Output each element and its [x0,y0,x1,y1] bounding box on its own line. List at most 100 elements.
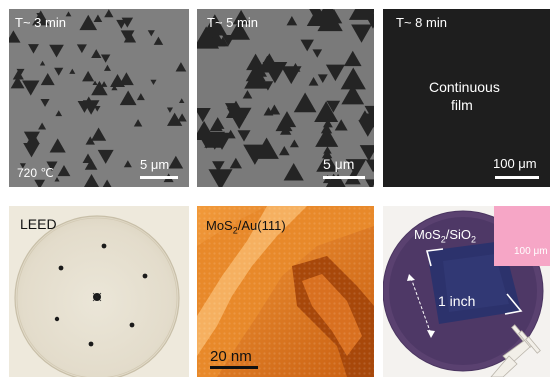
mos2-island [237,130,251,142]
mos2-island [314,101,339,123]
inset-image [494,206,550,266]
temperature-label: 720 ℃ [17,166,54,180]
mos2-island [228,20,251,40]
mos2-island [365,159,374,173]
mos2-island [9,30,21,43]
mos2-island [358,120,374,137]
mos2-island [84,158,98,170]
mos2-island [178,98,185,103]
mos2-island [262,81,274,91]
mos2-island [100,81,108,87]
mos2-island [91,80,108,96]
mos2-island [90,127,107,141]
mos2-island [91,49,102,59]
stm-label-sub: 2 [232,225,238,236]
leed-pattern [9,206,189,377]
mos2-island [136,93,145,101]
stm-label-main: MoS [206,218,233,233]
mos2-island [359,145,374,162]
scale-bar [323,176,365,179]
mos2-island [345,159,367,178]
mos2-island [40,72,55,86]
mos2-island [167,112,183,126]
mos2-island [317,74,328,84]
mos2-island [343,50,362,67]
mos2-island [82,100,100,115]
mos2-island [348,9,371,20]
sem-image-8min [383,9,550,187]
mos2-island [76,44,87,54]
mos2-island [197,120,216,140]
mos2-island [243,144,267,165]
sem-panel-3min: T~ 3 min 720 ℃ 5 μm [9,9,189,187]
mos2-island [289,139,299,148]
mos2-island [102,179,112,187]
mos2-island [19,163,26,169]
mos2-island [116,19,127,29]
mos2-island [166,107,173,113]
caption-line2: film [451,97,473,113]
mos2-island [153,36,164,45]
mos2-island [40,98,50,107]
mos2-island [46,161,58,172]
mos2-island [204,132,222,148]
mos2-island [38,122,47,130]
mos2-island [97,149,114,164]
wafer-label-sub: 2 [440,234,446,245]
mos2-island [28,44,39,54]
wafer-label: MoS2/SiO2 [414,227,476,245]
mos2-island [315,126,339,147]
mos2-island [325,64,345,82]
mos2-island [49,138,66,153]
mos2-island [104,9,114,18]
mos2-island [85,136,95,145]
leed-panel: LEED [9,206,189,377]
scale-bar-label: 100 μm [493,156,537,171]
wafer-label-sub2: 2 [471,234,477,245]
mos2-island [54,177,60,182]
mos2-island [34,179,46,187]
mos2-island [283,163,304,181]
mos2-island [280,66,302,85]
mos2-island [69,68,76,74]
mos2-island [209,119,223,131]
scale-bar-label: 5 μm [140,157,170,172]
stm-image [197,206,374,377]
mos2-island [317,9,343,32]
stm-label-rest: /Au(111) [237,218,286,233]
mos2-island [286,16,298,26]
time-label: T~ 5 min [207,15,258,30]
mos2-island [119,72,134,86]
leed-label: LEED [20,216,57,232]
mos2-island [82,70,95,82]
stm-label: MoS2/Au(111) [206,218,286,236]
mos2-island [351,24,372,43]
mos2-island [341,84,365,105]
mos2-island [123,160,132,168]
mos2-island [242,90,253,99]
mos2-island [26,132,40,144]
sem-panel-5min: T~ 5 min 5 μm [197,9,374,187]
mos2-island [300,39,314,52]
mos2-island [119,90,137,106]
mos2-island [133,119,143,127]
wafer-label-main: MoS [414,227,441,242]
mos2-island [111,84,118,91]
mos2-island [207,30,226,47]
mos2-island [177,113,187,122]
mos2-island [168,155,184,169]
mos2-island [222,35,235,47]
mos2-island [293,92,317,113]
scale-bar-label: 20 nm [210,348,252,365]
scale-bar-label: 5 μm [323,156,355,172]
mos2-island [12,69,24,80]
mos2-island [49,44,64,58]
mos2-island [202,14,228,36]
mos2-island [334,119,348,131]
mos2-island [23,142,40,158]
mos2-island [54,67,64,76]
mos2-island [322,118,333,128]
mos2-island [32,10,50,26]
sem-image-3min [9,9,189,187]
mos2-island [120,30,135,43]
